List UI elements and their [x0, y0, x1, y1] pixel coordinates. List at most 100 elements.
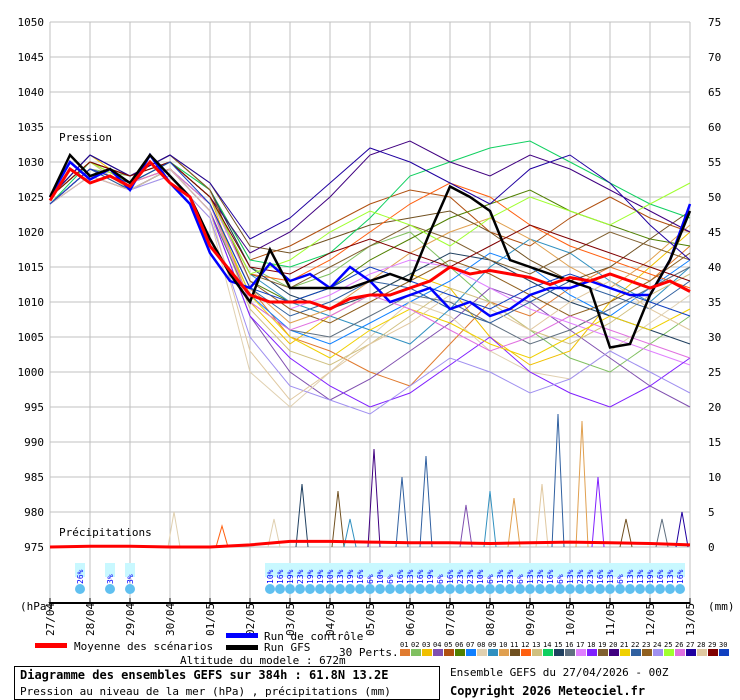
- right-tick: 40: [708, 261, 721, 274]
- snow-pct: 13%: [406, 569, 415, 584]
- precip-spike: [295, 483, 309, 548]
- snow-pct: 19%: [306, 569, 315, 584]
- left-tick: 990: [24, 436, 44, 449]
- snow-pct: 10%: [266, 569, 275, 584]
- pert-line-29: [49, 161, 691, 282]
- precip-spike: [367, 448, 381, 548]
- date-label: 13/05: [684, 603, 697, 636]
- snow-pct: 3%: [106, 574, 115, 584]
- snow-pct: 6%: [516, 574, 525, 584]
- legend-mean-swatch: [35, 643, 67, 648]
- precip-spike: [619, 518, 633, 548]
- snow-pct: 16%: [676, 569, 685, 584]
- pert-id: 06: [455, 641, 463, 649]
- date-label: 08/05: [484, 603, 497, 636]
- left-tick: 995: [24, 401, 44, 414]
- precip-label: Précipitations: [59, 526, 152, 539]
- snow-pct-bg: [375, 563, 385, 577]
- snowflake-icon: [655, 584, 665, 594]
- snow-pct: 16%: [276, 569, 285, 584]
- pert-swatch: [411, 649, 421, 656]
- snow-pct: 19%: [286, 569, 295, 584]
- precip-spike: [395, 476, 409, 548]
- snowflake-icon: [335, 584, 345, 594]
- pert-swatch: [620, 649, 630, 656]
- pert-swatch: [598, 649, 608, 656]
- pert-swatch: [697, 649, 707, 656]
- snow-pct: 23%: [466, 569, 475, 584]
- date-label: 28/04: [84, 603, 97, 636]
- snow-pct: 16%: [416, 569, 425, 584]
- snow-pct-bg: [575, 563, 585, 577]
- snow-pct-bg: [665, 563, 675, 577]
- snow-pct: 13%: [606, 569, 615, 584]
- legend-mean-label: Moyenne des scénarios: [74, 640, 213, 653]
- left-tick: 1005: [18, 331, 45, 344]
- snow-pct: 6%: [386, 574, 395, 584]
- snow-pct-bg: [125, 563, 135, 577]
- snow-pct: 13%: [526, 569, 535, 584]
- right-tick: 25: [708, 366, 721, 379]
- snowflake-icon: [365, 584, 375, 594]
- snow-pct: 10%: [376, 569, 385, 584]
- left-tick: 975: [24, 541, 44, 554]
- date-label: 30/04: [164, 603, 177, 636]
- pert-line-28: [49, 168, 691, 401]
- snow-pct: 23%: [576, 569, 585, 584]
- pert-swatch: [543, 649, 553, 656]
- snowflake-icon: [545, 584, 555, 594]
- pert-swatch: [499, 649, 509, 656]
- snow-pct: 23%: [586, 569, 595, 584]
- precip-spike: [655, 518, 669, 548]
- legend-control-label: Run de contrôle: [264, 630, 363, 643]
- pert-swatch: [708, 649, 718, 656]
- precip-spike: [167, 511, 181, 548]
- legend-perts-label: 30 Perts.: [339, 646, 399, 659]
- pert-id: 11: [510, 641, 518, 649]
- pert-swatch: [554, 649, 564, 656]
- snowflake-icon: [515, 584, 525, 594]
- pert-id: 25: [664, 641, 672, 649]
- legend-control-swatch: [226, 633, 258, 638]
- precip-spike: [331, 490, 345, 548]
- pert-swatch: [686, 649, 696, 656]
- snow-pct-bg: [75, 563, 85, 577]
- pert-swatch: [719, 649, 729, 656]
- legend-gfs-label: Run GFS: [264, 641, 310, 654]
- right-tick: 55: [708, 156, 721, 169]
- snowflake-icon: [455, 584, 465, 594]
- date-label: 27/04: [44, 603, 57, 636]
- snow-pct: 13%: [496, 569, 505, 584]
- snow-pct-bg: [405, 563, 415, 577]
- pert-swatch: [444, 649, 454, 656]
- right-tick: 15: [708, 436, 721, 449]
- snow-pct-bg: [635, 563, 645, 577]
- chart-title: Diagramme des ensembles GEFS sur 384h : …: [20, 668, 389, 682]
- snow-pct-bg: [545, 563, 555, 577]
- pert-swatch: [576, 649, 586, 656]
- ylabel-right: (mm): [708, 600, 735, 613]
- snowflake-icon: [315, 584, 325, 594]
- date-label: 09/05: [524, 603, 537, 636]
- pert-swatch: [653, 649, 663, 656]
- pert-swatch: [433, 649, 443, 656]
- snow-pct-bg: [345, 563, 355, 577]
- pert-id: 22: [631, 641, 639, 649]
- precip-spike: [419, 455, 433, 548]
- snowflake-icon: [435, 584, 445, 594]
- right-tick: 75: [708, 16, 721, 29]
- snowflake-icon: [275, 584, 285, 594]
- snowflake-icon: [535, 584, 545, 594]
- snow-pct-bg: [675, 563, 685, 577]
- snow-pct: 6%: [486, 574, 495, 584]
- chart-subtitle: Pression au niveau de la mer (hPa) , pré…: [20, 685, 391, 698]
- snow-pct-bg: [645, 563, 655, 577]
- snow-pct-bg: [335, 563, 345, 577]
- right-tick: 60: [708, 121, 721, 134]
- date-label: 10/05: [564, 603, 577, 636]
- pert-id: 20: [609, 641, 617, 649]
- pert-id: 30: [719, 641, 727, 649]
- snow-pct-bg: [595, 563, 605, 577]
- snow-pct: 6%: [616, 574, 625, 584]
- right-tick: 35: [708, 296, 721, 309]
